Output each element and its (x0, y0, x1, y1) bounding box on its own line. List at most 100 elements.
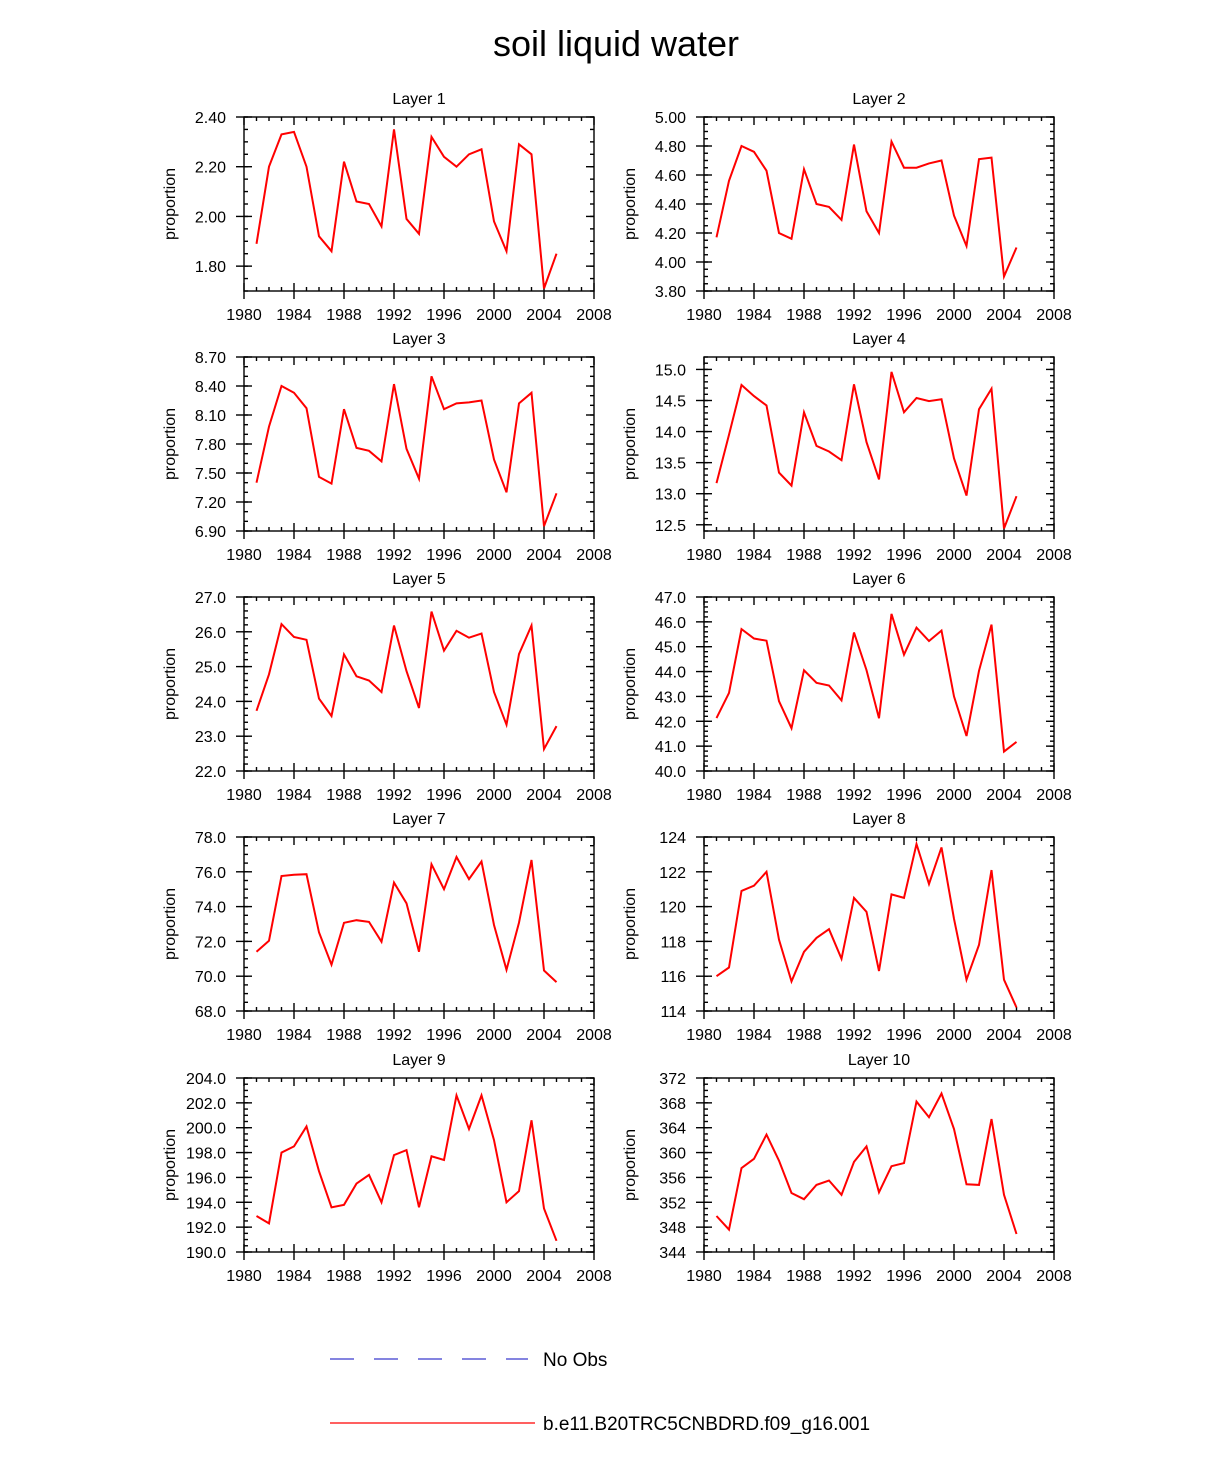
x-tick-label: 1992 (376, 1027, 412, 1044)
x-tick-label: 1992 (836, 1268, 872, 1285)
x-tick-label: 1992 (376, 787, 412, 804)
y-tick-label: 202.0 (186, 1096, 226, 1113)
y-axis-label: proportion (622, 408, 639, 480)
x-tick-label: 1984 (736, 547, 772, 564)
y-axis-label: proportion (162, 648, 179, 720)
y-tick-label: 190.0 (186, 1245, 226, 1262)
x-tick-label: 1988 (786, 547, 822, 564)
y-tick-label: 41.0 (655, 739, 686, 756)
x-tick-label: 2000 (476, 1268, 512, 1285)
x-tick-label: 1984 (736, 1027, 772, 1044)
y-axis-label: proportion (622, 168, 639, 240)
panel-title: Layer 5 (392, 571, 445, 588)
x-tick-label: 1984 (276, 307, 312, 324)
y-tick-label: 26.0 (195, 625, 226, 642)
y-tick-label: 198.0 (186, 1146, 226, 1163)
x-tick-label: 2000 (936, 307, 972, 324)
panel-title: Layer 1 (392, 91, 445, 108)
y-tick-label: 4.60 (655, 168, 686, 185)
y-tick-label: 22.0 (195, 764, 226, 781)
chart-panel-1: Layer 1 1980 1984 1988 1992 1996 2000 2004 2008 1… (162, 91, 612, 324)
legend-no-obs-label: No Obs (543, 1350, 607, 1371)
x-tick-label: 2004 (526, 1268, 562, 1285)
chart-panel-5: Layer 5 1980 1984 1988 1992 1996 2000 2004 2008 2… (162, 571, 612, 804)
y-axis-label: proportion (162, 1129, 179, 1201)
panel-title: Layer 6 (852, 571, 905, 588)
y-tick-label: 43.0 (655, 689, 686, 706)
x-tick-label: 1980 (226, 787, 262, 804)
x-tick-label: 2008 (1036, 307, 1072, 324)
y-tick-label: 13.0 (655, 487, 686, 504)
x-tick-label: 1996 (426, 547, 462, 564)
y-tick-label: 348 (659, 1220, 686, 1237)
y-tick-label: 44.0 (655, 665, 686, 682)
x-tick-label: 2008 (576, 1268, 612, 1285)
y-tick-label: 4.00 (655, 255, 686, 272)
y-tick-label: 5.00 (655, 110, 686, 127)
x-tick-label: 2008 (1036, 547, 1072, 564)
y-tick-label: 204.0 (186, 1071, 226, 1088)
x-tick-label: 2008 (576, 307, 612, 324)
y-tick-label: 4.20 (655, 226, 686, 243)
y-tick-label: 4.80 (655, 139, 686, 156)
chart-panels: Layer 1 1980 1984 1988 1992 1996 2000 2004 2008 1… (162, 91, 1072, 1285)
y-tick-label: 23.0 (195, 729, 226, 746)
x-tick-label: 1988 (786, 787, 822, 804)
x-tick-label: 1992 (376, 1268, 412, 1285)
y-tick-label: 25.0 (195, 660, 226, 677)
y-tick-label: 45.0 (655, 640, 686, 657)
y-axis-label: proportion (622, 1129, 639, 1201)
x-tick-label: 2004 (526, 547, 562, 564)
chart-panel-9: Layer 9 1980 1984 1988 1992 1996 2000 2004 2008 1… (162, 1052, 612, 1285)
x-tick-label: 2008 (1036, 787, 1072, 804)
y-tick-label: 68.0 (195, 1004, 226, 1021)
x-tick-label: 1984 (736, 307, 772, 324)
y-tick-label: 356 (659, 1170, 686, 1187)
y-tick-label: 74.0 (195, 900, 226, 917)
y-tick-label: 360 (659, 1146, 686, 1163)
x-tick-label: 2008 (576, 547, 612, 564)
panel-title: Layer 10 (848, 1052, 910, 1069)
x-tick-label: 1980 (686, 307, 722, 324)
y-axis-label: proportion (162, 408, 179, 480)
series-line (255, 129, 558, 289)
x-tick-label: 1988 (326, 1027, 362, 1044)
y-tick-label: 196.0 (186, 1170, 226, 1187)
y-tick-label: 13.5 (655, 456, 686, 473)
series-line (715, 371, 1018, 529)
x-tick-label: 1984 (736, 1268, 772, 1285)
y-tick-label: 27.0 (195, 590, 226, 607)
series-line (255, 611, 558, 753)
chart-panel-2: Layer 2 1980 1984 1988 1992 1996 2000 2004 2008 3… (622, 91, 1072, 324)
chart-panel-7: Layer 7 1980 1984 1988 1992 1996 2000 2004 2008 6… (162, 811, 612, 1044)
x-tick-label: 1992 (836, 307, 872, 324)
x-tick-label: 2004 (986, 307, 1022, 324)
y-tick-label: 46.0 (655, 615, 686, 632)
chart-panel-10: Layer 10 1980 1984 1988 1992 1996 2000 2004 2008… (622, 1052, 1072, 1285)
series-line (255, 854, 558, 983)
y-tick-label: 368 (659, 1096, 686, 1113)
x-tick-label: 2000 (936, 1268, 972, 1285)
y-tick-label: 2.40 (195, 110, 226, 127)
x-tick-label: 1980 (686, 547, 722, 564)
y-tick-label: 118 (660, 934, 686, 951)
plot-frame (703, 116, 1055, 292)
x-tick-label: 1992 (836, 1027, 872, 1044)
y-tick-label: 124 (659, 830, 686, 847)
x-tick-label: 2008 (576, 1027, 612, 1044)
x-tick-label: 2000 (476, 307, 512, 324)
x-tick-label: 1984 (276, 1268, 312, 1285)
plot-frame (243, 596, 595, 772)
x-tick-label: 1980 (226, 547, 262, 564)
x-tick-label: 1992 (836, 787, 872, 804)
x-tick-label: 1996 (886, 1268, 922, 1285)
x-tick-label: 2004 (526, 307, 562, 324)
x-tick-label: 1992 (376, 547, 412, 564)
y-axis-label: proportion (162, 888, 179, 960)
series-line (715, 613, 1018, 754)
x-tick-label: 1980 (226, 1027, 262, 1044)
y-tick-label: 24.0 (195, 694, 226, 711)
y-tick-label: 12.5 (655, 518, 686, 535)
y-tick-label: 14.5 (655, 394, 686, 411)
y-tick-label: 192.0 (186, 1220, 226, 1237)
